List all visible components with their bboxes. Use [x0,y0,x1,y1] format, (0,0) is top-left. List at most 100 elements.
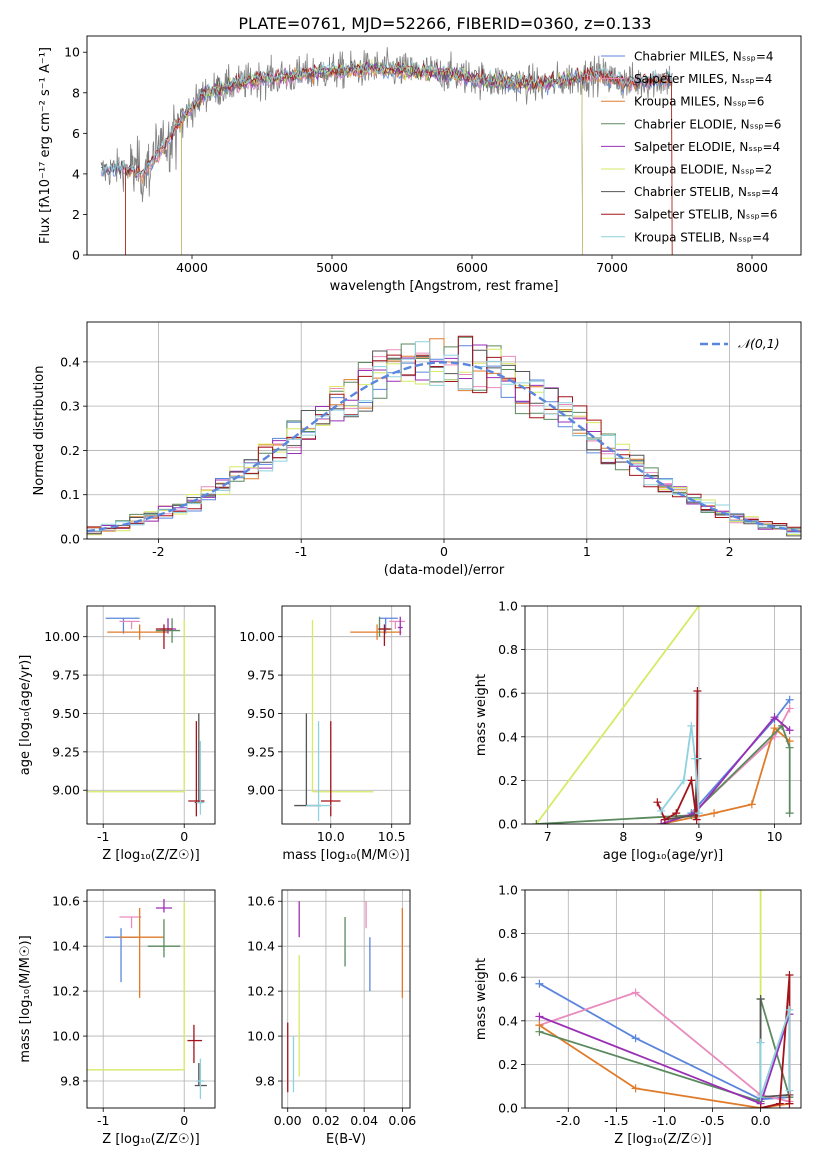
weight-marker-chabrier_elodie [785,809,794,818]
x-tick-label: -1.5 [604,1113,628,1128]
legend-label-chabrier_stelib: Chabrier STELIB, Nₛₛₚ=4 [634,185,779,199]
weight-line-salpeter_miles [539,991,790,1103]
x-tick-label: 7 [544,829,552,844]
x-tick-label: 8 [619,829,627,844]
figure-title: PLATE=0761, MJD=52266, FIBERID=0360, z=0… [238,14,651,33]
plot-area [87,890,215,1108]
weight-marker-kroupa_miles [747,800,756,809]
legend-label-kroupa_stelib: Kroupa STELIB, Nₛₛₚ=4 [634,230,770,244]
weight-marker-salpeter_miles [785,704,794,713]
y-tick-label: 4 [72,166,80,181]
x-tick-label: -1 [97,829,109,844]
histogram-kroupa_stelib [87,341,801,539]
model-spectrum-salpeter_elodie [181,61,583,255]
x-axis-label: Z [log₁₀(Z/Z☉)] [102,1132,199,1147]
weight-line-salpeter_stelib [656,690,699,821]
weight-marker-kroupa_stelib [785,1086,794,1095]
x-tick-label: 7000 [596,260,628,275]
weight-marker-salpeter_stelib [756,1104,765,1108]
x-tick-label: 9 [695,829,703,844]
model-spectrum-kroupa_elodie [181,59,583,255]
weight-marker-kroupa_miles [770,724,779,733]
x-tick-label: 6000 [456,260,488,275]
y-axis-label: mass weight [474,674,489,756]
y-tick-label: 0.0 [498,1101,518,1116]
plot-area [87,606,215,824]
y-tick-label: 0.4 [60,354,80,369]
y-tick-label: 10.4 [52,939,80,954]
legend-label-salpeter_elodie: Salpeter ELODIE, Nₛₛₚ=4 [634,140,780,154]
x-tick-label: -2 [152,544,164,559]
legend-label-chabrier_miles: Chabrier MILES, Nₛₛₚ=4 [634,50,774,64]
axes-frame [524,889,802,1109]
x-axis-label: Z [log₁₀(Z/Z☉)] [614,1132,711,1147]
y-tick-label: 0 [72,248,80,263]
legend-label-salpeter_stelib: Salpeter STELIB, Nₛₛₚ=6 [634,208,778,222]
panel-mass_vs_EBV: 0.00 0.02 0.04 0.06 9.8 10.0 10.2 10.4 10.6 E(B-V… [247,889,416,1147]
plot-area [525,890,801,1108]
y-tick-label: 2 [72,207,80,222]
x-tick-label: 0.04 [350,1113,378,1128]
x-tick-label: 5000 [316,260,348,275]
weight-marker-chabrier_stelib [756,995,765,1003]
y-tick-label: 9.8 [255,1074,275,1089]
y-tick-label: 10.6 [247,894,275,909]
weight-marker-salpeter_stelib [692,815,701,824]
x-tick-label: 0.00 [274,1113,302,1128]
y-tick-label: 10.4 [247,939,275,954]
legend-label-kroupa_elodie: Kroupa ELODIE, Nₛₛₚ=2 [634,163,772,177]
plot-area [282,890,410,1108]
y-tick-label: 10.6 [52,894,80,909]
y-tick-label: 0.3 [60,399,80,414]
y-tick-label: 0.6 [498,970,518,985]
plot-area [100,47,673,255]
weight-line-salpeter_elodie [660,715,791,824]
weight-marker-kroupa_stelib [691,754,700,763]
x-tick-label: -1 [97,1113,109,1128]
weight-marker-salpeter_stelib [785,971,794,980]
x-tick-label: -1 [295,544,307,559]
axes-frame [86,605,216,825]
y-tick-label: 9.50 [247,706,275,721]
x-tick-label: 10.5 [378,829,406,844]
weight-marker-kroupa_stelib [756,1038,765,1047]
y-tick-label: 0.4 [498,729,518,744]
x-tick-label: 1 [583,544,591,559]
weight-marker-kroupa_stelib [756,1093,765,1102]
y-tick-label: 6 [72,126,80,141]
x-tick-label: 10.0 [317,829,345,844]
weight-marker-kroupa_stelib [657,806,666,815]
y-tick-label: 10.0 [247,1029,275,1044]
weight-marker-salpeter_stelib [693,687,702,696]
weight-marker-chabrier_miles [535,979,544,988]
y-tick-label: 0.6 [498,686,518,701]
weight-marker-salpeter_stelib [653,798,662,807]
y-tick-label: 8 [72,85,80,100]
panel-residuals: -2 -1 0 1 2 0.0 0.1 0.2 0.3 0.4 (data-model)/error… [32,321,802,578]
x-axis-label: age [log₁₀(age/yr)] [603,848,724,863]
y-tick-label: 9.25 [52,744,80,759]
legend-label-salpeter_miles: Salpeter MILES, Nₛₛₚ=4 [634,72,772,86]
model-spectrum-kroupa_stelib [100,60,673,177]
weight-marker-chabrier_elodie [535,1027,544,1036]
x-axis-label: wavelength [Angstrom, rest frame] [330,279,559,294]
plot-area [282,606,410,824]
y-tick-label: 9.00 [52,783,80,798]
weight-marker-kroupa_stelib [694,809,703,818]
y-tick-label: 0.8 [498,642,518,657]
weight-marker-chabrier_elodie [532,820,541,824]
y-tick-label: 10.0 [52,1029,80,1044]
panel-spectrum: 4000 5000 6000 7000 8000 0 2 4 6 8 10 wavelength [A… [38,35,802,294]
y-tick-label: 0.2 [498,773,518,788]
plot-area [87,322,801,539]
y-tick-label: 9.25 [247,744,275,759]
weight-marker-salpeter_stelib [660,815,669,824]
y-axis-label: mass weight [474,958,489,1040]
x-tick-label: 0 [440,544,448,559]
panel-mass_vs_Z: -1 0 9.8 10.0 10.2 10.4 10.6 Z [log₁₀(Z/Z☉)] mas… [18,889,216,1147]
weight-marker-kroupa_miles [631,1084,640,1093]
x-tick-label: 0 [180,829,188,844]
weight-marker-salpeter_elodie [657,820,666,824]
y-tick-label: 0.2 [498,1057,518,1072]
